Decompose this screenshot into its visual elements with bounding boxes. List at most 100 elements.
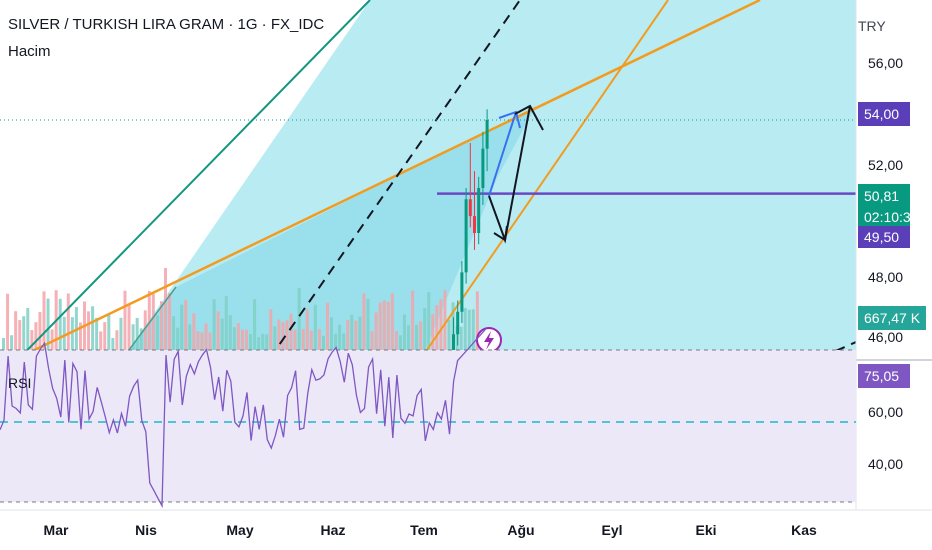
rsi-badge <box>858 364 910 388</box>
volume-bar <box>204 323 208 358</box>
volume-bar <box>38 312 42 358</box>
volume-bar <box>293 329 297 358</box>
volume-bar <box>253 299 257 358</box>
volume-bar <box>407 325 410 358</box>
volume-bar <box>415 324 419 358</box>
volume-bar <box>269 309 273 358</box>
channel-edge <box>122 286 177 358</box>
volume-bar <box>261 333 265 358</box>
volume-bar <box>119 317 123 358</box>
volume-bar <box>236 323 240 358</box>
volume-bar <box>475 291 479 358</box>
volume-bar <box>273 326 277 358</box>
volume-bar <box>338 324 342 358</box>
price-badge <box>858 206 910 228</box>
volume-bar <box>200 332 204 358</box>
volume-bar <box>159 301 163 358</box>
candle-body <box>481 148 485 188</box>
volume-bar <box>249 334 253 358</box>
price-tick-label: 48,00 <box>868 269 903 285</box>
candle-body <box>460 272 464 312</box>
time-tick-label: Nis <box>135 522 157 538</box>
volume-bar <box>147 290 151 358</box>
volume-bar <box>382 300 386 358</box>
volume-bar <box>326 302 329 358</box>
volume-bar <box>58 298 62 358</box>
volume-bar <box>74 307 78 358</box>
volume-bar <box>184 299 188 358</box>
rsi-tick-label: 60,00 <box>868 404 903 420</box>
time-tick-label: Haz <box>321 522 346 538</box>
candle-body <box>477 188 481 233</box>
price-badge-label: 50,81 <box>864 188 899 204</box>
volume-bar <box>151 293 155 358</box>
price-badge <box>858 226 910 248</box>
rsi-indicator-label[interactable]: RSI <box>8 375 32 391</box>
volume-bar <box>127 303 131 358</box>
lightning-bolt <box>484 331 494 350</box>
volume-bar <box>66 293 70 358</box>
volume-bar <box>362 293 366 358</box>
volume-bar <box>334 333 338 358</box>
upper-trend-line <box>19 0 761 358</box>
time-tick-label: Eyl <box>601 522 622 538</box>
volume-bar <box>216 311 220 358</box>
volume-bar <box>10 335 14 358</box>
volume-bar <box>463 308 467 358</box>
volume-bar <box>447 319 451 358</box>
volume-bar <box>155 315 159 358</box>
black-arrow-head-bottom <box>493 225 508 242</box>
blue-arrow-head <box>498 110 521 129</box>
black-arrow-head <box>514 104 544 131</box>
volume-bar <box>14 311 18 358</box>
volume-bar <box>30 330 34 358</box>
volume-bar <box>18 320 22 358</box>
volume-bar <box>305 309 309 358</box>
volume-bar <box>176 327 180 358</box>
volume-bar <box>435 305 439 358</box>
inner-channel-fill <box>123 106 536 358</box>
volume-bar <box>411 290 415 358</box>
volume-bar <box>111 337 115 358</box>
candle-body <box>485 119 489 149</box>
price-badge <box>858 184 910 208</box>
price-tick-label: 52,00 <box>868 157 903 173</box>
volume-bar <box>330 317 334 358</box>
rsi-tick-label: 40,00 <box>868 456 903 472</box>
price-badge-label: 54,00 <box>864 106 899 122</box>
volume-bar <box>297 288 301 358</box>
volume-bar <box>54 290 58 358</box>
volume-bar <box>99 331 103 358</box>
median-dashed-line <box>269 0 521 358</box>
volume-bar <box>265 334 269 358</box>
rsi-line <box>0 328 487 509</box>
candle-body <box>456 311 460 335</box>
pitchfork-left-line <box>18 0 371 358</box>
time-tick-label: May <box>226 522 253 538</box>
volume-bar <box>350 314 354 358</box>
volume-bar <box>22 316 26 358</box>
volume-bar <box>91 306 95 358</box>
chart-title: SILVER / TURKISH LIRA GRAM · 1G · FX_IDC <box>8 16 325 33</box>
volume-bar <box>192 313 196 358</box>
volume-bar <box>257 337 261 358</box>
volume-bar <box>188 324 192 358</box>
price-tick-label: 56,00 <box>868 55 903 71</box>
volume-bar <box>208 332 212 358</box>
volume-bar <box>26 307 30 358</box>
volume-bar <box>83 301 86 358</box>
price-badge <box>858 306 926 330</box>
volume-bar <box>212 299 216 358</box>
time-tick-label: Eki <box>695 522 716 538</box>
volume-bar <box>240 329 244 358</box>
price-tick-label: 46,00 <box>868 329 903 345</box>
volume-bar <box>228 315 232 358</box>
volume-bar <box>6 293 10 358</box>
candle-body <box>464 199 468 273</box>
volume-bar <box>471 309 475 358</box>
volume-bar <box>78 322 82 358</box>
currency-label[interactable]: TRY <box>858 18 886 34</box>
volume-bar <box>224 296 228 358</box>
volume-indicator-label[interactable]: Hacim <box>8 43 51 60</box>
